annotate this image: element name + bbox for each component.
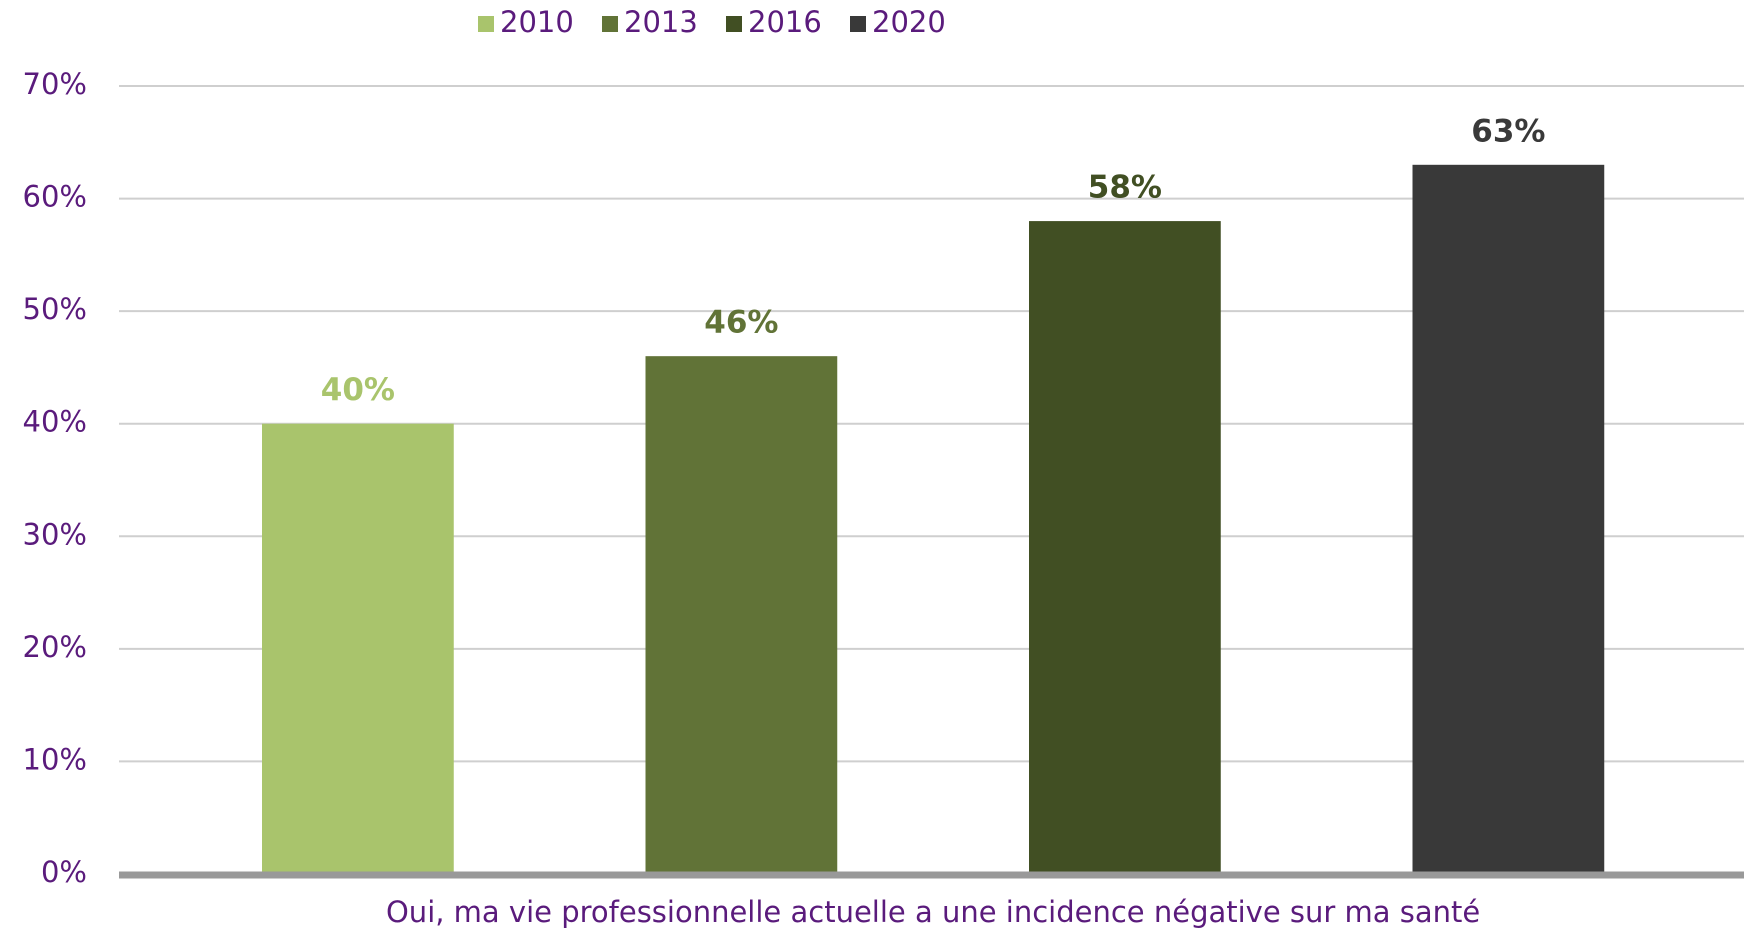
data-label: 40% (321, 372, 395, 408)
bar (262, 423, 454, 874)
bar (645, 356, 838, 875)
x-tick-label: Oui, ma vie professionnelle actuelle a u… (386, 895, 1480, 929)
y-tick-label: 20% (23, 630, 87, 664)
legend-swatch (602, 16, 618, 32)
legend-label: 2016 (748, 5, 822, 39)
legend-swatch (478, 16, 494, 32)
bar (1029, 221, 1221, 875)
data-label: 63% (1471, 113, 1545, 149)
y-tick-label: 40% (23, 405, 87, 439)
legend-swatch (726, 16, 742, 32)
y-tick-label: 70% (23, 67, 87, 101)
y-tick-label: 30% (23, 517, 87, 551)
y-tick-label: 50% (23, 292, 87, 326)
y-tick-label: 0% (41, 855, 87, 889)
legend-label: 2010 (500, 5, 574, 39)
data-label: 58% (1088, 170, 1162, 206)
y-tick-label: 60% (23, 180, 87, 214)
data-label: 46% (704, 305, 778, 341)
legend-label: 2013 (624, 5, 698, 39)
legend-label: 2020 (872, 5, 946, 39)
legend-swatch (850, 16, 866, 32)
y-tick-label: 10% (23, 742, 87, 776)
bar (1412, 164, 1605, 875)
